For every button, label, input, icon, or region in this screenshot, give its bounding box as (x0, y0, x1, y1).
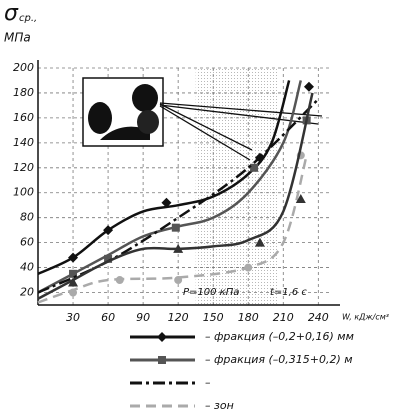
x-tick-label: 120 (168, 311, 189, 324)
y-label: σ (4, 1, 19, 26)
y-tick-label: 200 (13, 61, 34, 74)
marker (254, 237, 265, 247)
x-tick-label: 240 (308, 311, 329, 324)
marker (69, 269, 78, 278)
x-tick-label: 150 (203, 311, 224, 324)
marker (173, 243, 184, 253)
x-tick-label: 30 (66, 311, 80, 324)
marker (161, 197, 172, 208)
marker (158, 356, 166, 364)
marker (69, 288, 78, 297)
marker (250, 163, 259, 172)
x-tick-label: 210 (273, 311, 294, 324)
legend-label: – зон (205, 399, 234, 412)
y-unit: МПа (4, 31, 31, 45)
x-label: W, кДж/см³ (342, 313, 389, 322)
y-tick-label: 140 (13, 136, 34, 149)
y-tick-label: 20 (20, 286, 34, 299)
marker (68, 252, 79, 263)
marker (174, 276, 183, 285)
x-tick-label: 60 (101, 311, 115, 324)
y-tick-label: 120 (13, 161, 34, 174)
marker (103, 225, 114, 236)
legend-label: – (205, 376, 211, 389)
zone (195, 68, 278, 305)
marker (303, 81, 314, 92)
y-tick-label: 160 (13, 111, 34, 124)
x-tick-label: 90 (136, 311, 150, 324)
y-tick-label: 60 (20, 236, 34, 249)
marker (157, 332, 167, 342)
marker (115, 276, 124, 285)
series-line (37, 92, 314, 300)
legend-label: – фракция (–0,2+0,16) мм (205, 330, 354, 343)
y-label-sub: ср., (19, 13, 37, 24)
y-tick-label: 40 (20, 261, 34, 274)
legend-entry: – зон (130, 399, 234, 412)
marker (295, 193, 306, 203)
marker (104, 254, 113, 263)
annotation: P=100 кПа (183, 287, 239, 298)
inset-photo (82, 77, 323, 161)
marker (171, 223, 180, 232)
x-tick-label: 180 (238, 311, 259, 324)
marker (244, 263, 253, 272)
y-tick-label: 180 (13, 86, 34, 99)
legend-label: – фракция (–0,315+0,2) м (205, 353, 353, 366)
legend-entry: – (130, 376, 211, 389)
y-tick-label: 100 (13, 186, 34, 199)
marker (68, 277, 79, 287)
annotation: t=1,6 с (270, 287, 307, 298)
y-tick-label: 80 (20, 211, 34, 224)
